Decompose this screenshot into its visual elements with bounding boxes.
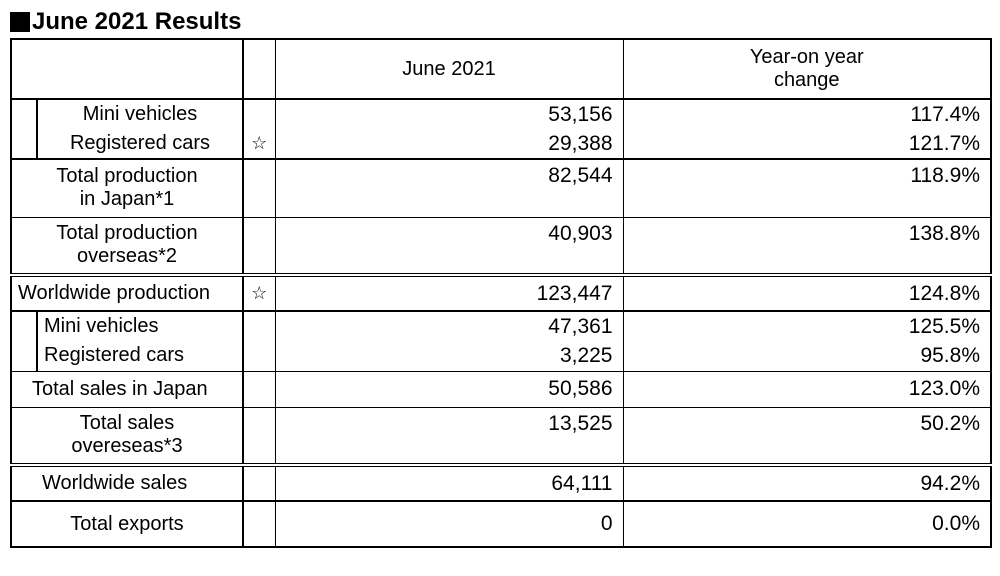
- table-row: Mini vehicles 47,361 125.5%: [11, 311, 991, 341]
- row-label: Total production overseas*2: [11, 217, 243, 275]
- row-label: Total sales in Japan: [11, 371, 243, 407]
- row-label: Worldwide sales: [11, 465, 243, 501]
- table-row: Total production in Japan*1 82,544 118.9…: [11, 159, 991, 217]
- table-header-row: June 2021 Year-on year change: [11, 39, 991, 99]
- row-val2: 138.8%: [623, 217, 991, 275]
- row-val1: 47,361: [275, 311, 623, 341]
- table-row: Worldwide sales 64,111 94.2%: [11, 465, 991, 501]
- title-square-icon: [10, 12, 30, 32]
- row-star: [243, 99, 275, 129]
- row-val1: 82,544: [275, 159, 623, 217]
- row-star: [243, 371, 275, 407]
- header-val2: Year-on year change: [623, 39, 991, 99]
- row-star: [243, 217, 275, 275]
- title-text: June 2021 Results: [32, 8, 241, 36]
- row-label: Worldwide production: [11, 275, 243, 311]
- row-star: [243, 341, 275, 371]
- row-label: Registered cars: [37, 341, 243, 371]
- row-val2: 94.2%: [623, 465, 991, 501]
- row-label: Mini vehicles: [37, 99, 243, 129]
- row-val1: 50,586: [275, 371, 623, 407]
- row-star: [243, 159, 275, 217]
- header-val1: June 2021: [275, 39, 623, 99]
- row-star: [243, 501, 275, 547]
- table-row: Total production overseas*2 40,903 138.8…: [11, 217, 991, 275]
- row-val2: 123.0%: [623, 371, 991, 407]
- row-val2: 121.7%: [623, 129, 991, 159]
- row-val2: 125.5%: [623, 311, 991, 341]
- table-row: Total sales in Japan 50,586 123.0%: [11, 371, 991, 407]
- table-row: Total exports 0 0.0%: [11, 501, 991, 547]
- row-star: ☆: [243, 275, 275, 311]
- row-star: [243, 407, 275, 465]
- row-val2: 118.9%: [623, 159, 991, 217]
- table-row: Mini vehicles 53,156 117.4%: [11, 99, 991, 129]
- table-row: Registered cars ☆ 29,388 121.7%: [11, 129, 991, 159]
- table-row: Worldwide production ☆ 123,447 124.8%: [11, 275, 991, 311]
- row-val2: 117.4%: [623, 99, 991, 129]
- row-star: ☆: [243, 129, 275, 159]
- row-val1: 13,525: [275, 407, 623, 465]
- row-label: Total exports: [11, 501, 243, 547]
- row-val1: 29,388: [275, 129, 623, 159]
- row-star: [243, 311, 275, 341]
- row-val1: 3,225: [275, 341, 623, 371]
- row-label: Mini vehicles: [37, 311, 243, 341]
- row-val2: 0.0%: [623, 501, 991, 547]
- row-val1: 0: [275, 501, 623, 547]
- row-val2: 95.8%: [623, 341, 991, 371]
- row-label: Total sales overeseas*3: [11, 407, 243, 465]
- page-title: June 2021 Results: [10, 8, 990, 36]
- row-val2: 50.2%: [623, 407, 991, 465]
- row-val1: 53,156: [275, 99, 623, 129]
- row-val2: 124.8%: [623, 275, 991, 311]
- header-blank: [11, 39, 243, 99]
- row-label: Total production in Japan*1: [11, 159, 243, 217]
- results-table: June 2021 Year-on year change Mini vehic…: [10, 38, 992, 548]
- row-label: Registered cars: [37, 129, 243, 159]
- row-star: [243, 465, 275, 501]
- table-row: Registered cars 3,225 95.8%: [11, 341, 991, 371]
- row-val1: 40,903: [275, 217, 623, 275]
- row-val1: 64,111: [275, 465, 623, 501]
- header-star: [243, 39, 275, 99]
- table-row: Total sales overeseas*3 13,525 50.2%: [11, 407, 991, 465]
- row-val1: 123,447: [275, 275, 623, 311]
